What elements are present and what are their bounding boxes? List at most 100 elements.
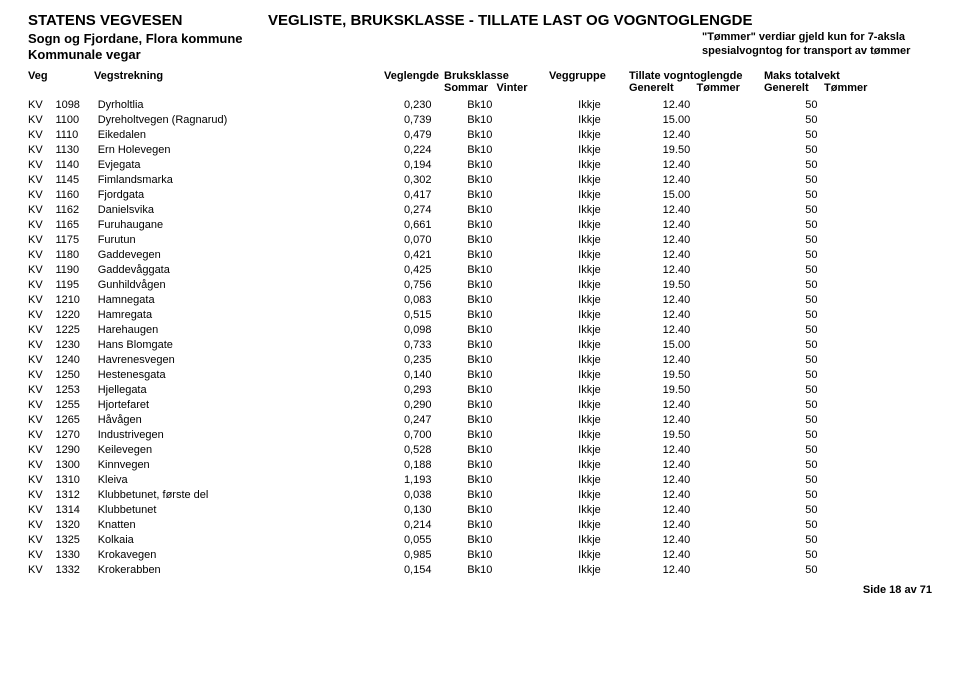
- cell-vegnum: 1265: [55, 413, 97, 428]
- table-row: KV1220Hamregata0,515Bk10Ikkje12.4050: [28, 308, 932, 323]
- cell-tillate-tom: [731, 263, 805, 278]
- table-row: KV1290Keilevegen0,528Bk10Ikkje12.4050: [28, 443, 932, 458]
- cell-maks-tom: [869, 128, 932, 143]
- cell-len: 0,224: [404, 143, 467, 158]
- cell-gruppe: Ikkje: [578, 398, 662, 413]
- cell-tillate-gen: 12.40: [663, 518, 732, 533]
- cell-tillate-tom: [731, 293, 805, 308]
- cell-gruppe: Ikkje: [578, 173, 662, 188]
- cell-gruppe: Ikkje: [578, 353, 662, 368]
- cell-klasse: Bk10: [467, 143, 578, 158]
- col-lengde: Veglengde: [384, 70, 444, 82]
- cell-vegnum: 1332: [55, 563, 97, 578]
- col-bruksklasse-vinter: Vinter: [497, 82, 550, 94]
- cell-klasse: Bk10: [467, 188, 578, 203]
- cell-gruppe: Ikkje: [578, 188, 662, 203]
- cell-vegtype: KV: [28, 353, 55, 368]
- cell-gruppe: Ikkje: [578, 443, 662, 458]
- cell-maks-tom: [869, 548, 932, 563]
- cell-name: Klubbetunet, første del: [98, 488, 404, 503]
- cell-name: Industrivegen: [98, 428, 404, 443]
- cell-name: Havrenesvegen: [98, 353, 404, 368]
- cell-maks-gen: 50: [805, 323, 868, 338]
- table-row: KV1180Gaddevegen0,421Bk10Ikkje12.4050: [28, 248, 932, 263]
- region-line-1: Sogn og Fjordane, Flora kommune: [28, 31, 243, 47]
- cell-klasse: Bk10: [467, 563, 578, 578]
- cell-name: Gaddevåggata: [98, 263, 404, 278]
- cell-maks-tom: [869, 353, 932, 368]
- cell-name: Harehaugen: [98, 323, 404, 338]
- page: STATENS VEGVESEN VEGLISTE, BRUKSKLASSE -…: [0, 0, 960, 604]
- cell-vegnum: 1270: [55, 428, 97, 443]
- table-row: KV1162Danielsvika0,274Bk10Ikkje12.4050: [28, 203, 932, 218]
- cell-tillate-tom: [731, 323, 805, 338]
- cell-len: 0,733: [404, 338, 467, 353]
- cell-maks-tom: [869, 533, 932, 548]
- cell-maks-tom: [869, 143, 932, 158]
- cell-klasse: Bk10: [467, 308, 578, 323]
- cell-maks-tom: [869, 203, 932, 218]
- cell-tillate-gen: 12.40: [663, 248, 732, 263]
- table-row: KV1265Håvågen0,247Bk10Ikkje12.4050: [28, 413, 932, 428]
- cell-len: 1,193: [404, 473, 467, 488]
- document-title: VEGLISTE, BRUKSKLASSE - TILLATE LAST OG …: [268, 12, 752, 29]
- cell-tillate-gen: 12.40: [663, 548, 732, 563]
- table-row: KV1110Eikedalen0,479Bk10Ikkje12.4050: [28, 128, 932, 143]
- cell-maks-gen: 50: [805, 413, 868, 428]
- cell-name: Keilevegen: [98, 443, 404, 458]
- col-gruppe: Veggruppe: [549, 70, 629, 82]
- cell-maks-gen: 50: [805, 338, 868, 353]
- cell-tillate-gen: 12.40: [663, 158, 732, 173]
- cell-len: 0,235: [404, 353, 467, 368]
- cell-klasse: Bk10: [467, 233, 578, 248]
- cell-len: 0,130: [404, 503, 467, 518]
- cell-name: Hamregata: [98, 308, 404, 323]
- table-row: KV1250Hestenesgata0,140Bk10Ikkje19.5050: [28, 368, 932, 383]
- cell-tillate-gen: 12.40: [663, 563, 732, 578]
- table-row: KV1140Evjegata0,194Bk10Ikkje12.4050: [28, 158, 932, 173]
- cell-vegtype: KV: [28, 203, 55, 218]
- cell-tillate-tom: [731, 248, 805, 263]
- cell-maks-gen: 50: [805, 308, 868, 323]
- cell-tillate-gen: 12.40: [663, 488, 732, 503]
- cell-vegnum: 1195: [55, 278, 97, 293]
- cell-klasse: Bk10: [467, 428, 578, 443]
- cell-maks-gen: 50: [805, 383, 868, 398]
- subheader-row: Sogn og Fjordane, Flora kommune Kommunal…: [28, 31, 932, 64]
- cell-vegtype: KV: [28, 143, 55, 158]
- cell-klasse: Bk10: [467, 368, 578, 383]
- cell-klasse: Bk10: [467, 203, 578, 218]
- data-table: KV1098Dyrholtlia0,230Bk10Ikkje12.4050KV1…: [28, 98, 932, 578]
- cell-vegtype: KV: [28, 458, 55, 473]
- cell-klasse: Bk10: [467, 443, 578, 458]
- cell-maks-tom: [869, 158, 932, 173]
- table-row: KV1325Kolkaia0,055Bk10Ikkje12.4050: [28, 533, 932, 548]
- cell-tillate-tom: [731, 353, 805, 368]
- table-row: KV1210Hamnegata0,083Bk10Ikkje12.4050: [28, 293, 932, 308]
- table-row: KV1330Krokavegen0,985Bk10Ikkje12.4050: [28, 548, 932, 563]
- cell-maks-gen: 50: [805, 278, 868, 293]
- cell-vegtype: KV: [28, 218, 55, 233]
- table-row: KV1175Furutun0,070Bk10Ikkje12.4050: [28, 233, 932, 248]
- cell-gruppe: Ikkje: [578, 203, 662, 218]
- cell-vegnum: 1312: [55, 488, 97, 503]
- cell-tillate-gen: 12.40: [663, 218, 732, 233]
- cell-len: 0,055: [404, 533, 467, 548]
- cell-klasse: Bk10: [467, 218, 578, 233]
- cell-klasse: Bk10: [467, 518, 578, 533]
- cell-tillate-tom: [731, 98, 805, 113]
- cell-name: Danielsvika: [98, 203, 404, 218]
- cell-tillate-gen: 19.50: [663, 428, 732, 443]
- cell-gruppe: Ikkje: [578, 293, 662, 308]
- cell-len: 0,247: [404, 413, 467, 428]
- cell-len: 0,985: [404, 548, 467, 563]
- cell-vegnum: 1290: [55, 443, 97, 458]
- cell-vegtype: KV: [28, 428, 55, 443]
- cell-maks-gen: 50: [805, 293, 868, 308]
- cell-name: Evjegata: [98, 158, 404, 173]
- cell-gruppe: Ikkje: [578, 518, 662, 533]
- cell-maks-gen: 50: [805, 488, 868, 503]
- cell-vegnum: 1230: [55, 338, 97, 353]
- cell-klasse: Bk10: [467, 323, 578, 338]
- cell-name: Kleiva: [98, 473, 404, 488]
